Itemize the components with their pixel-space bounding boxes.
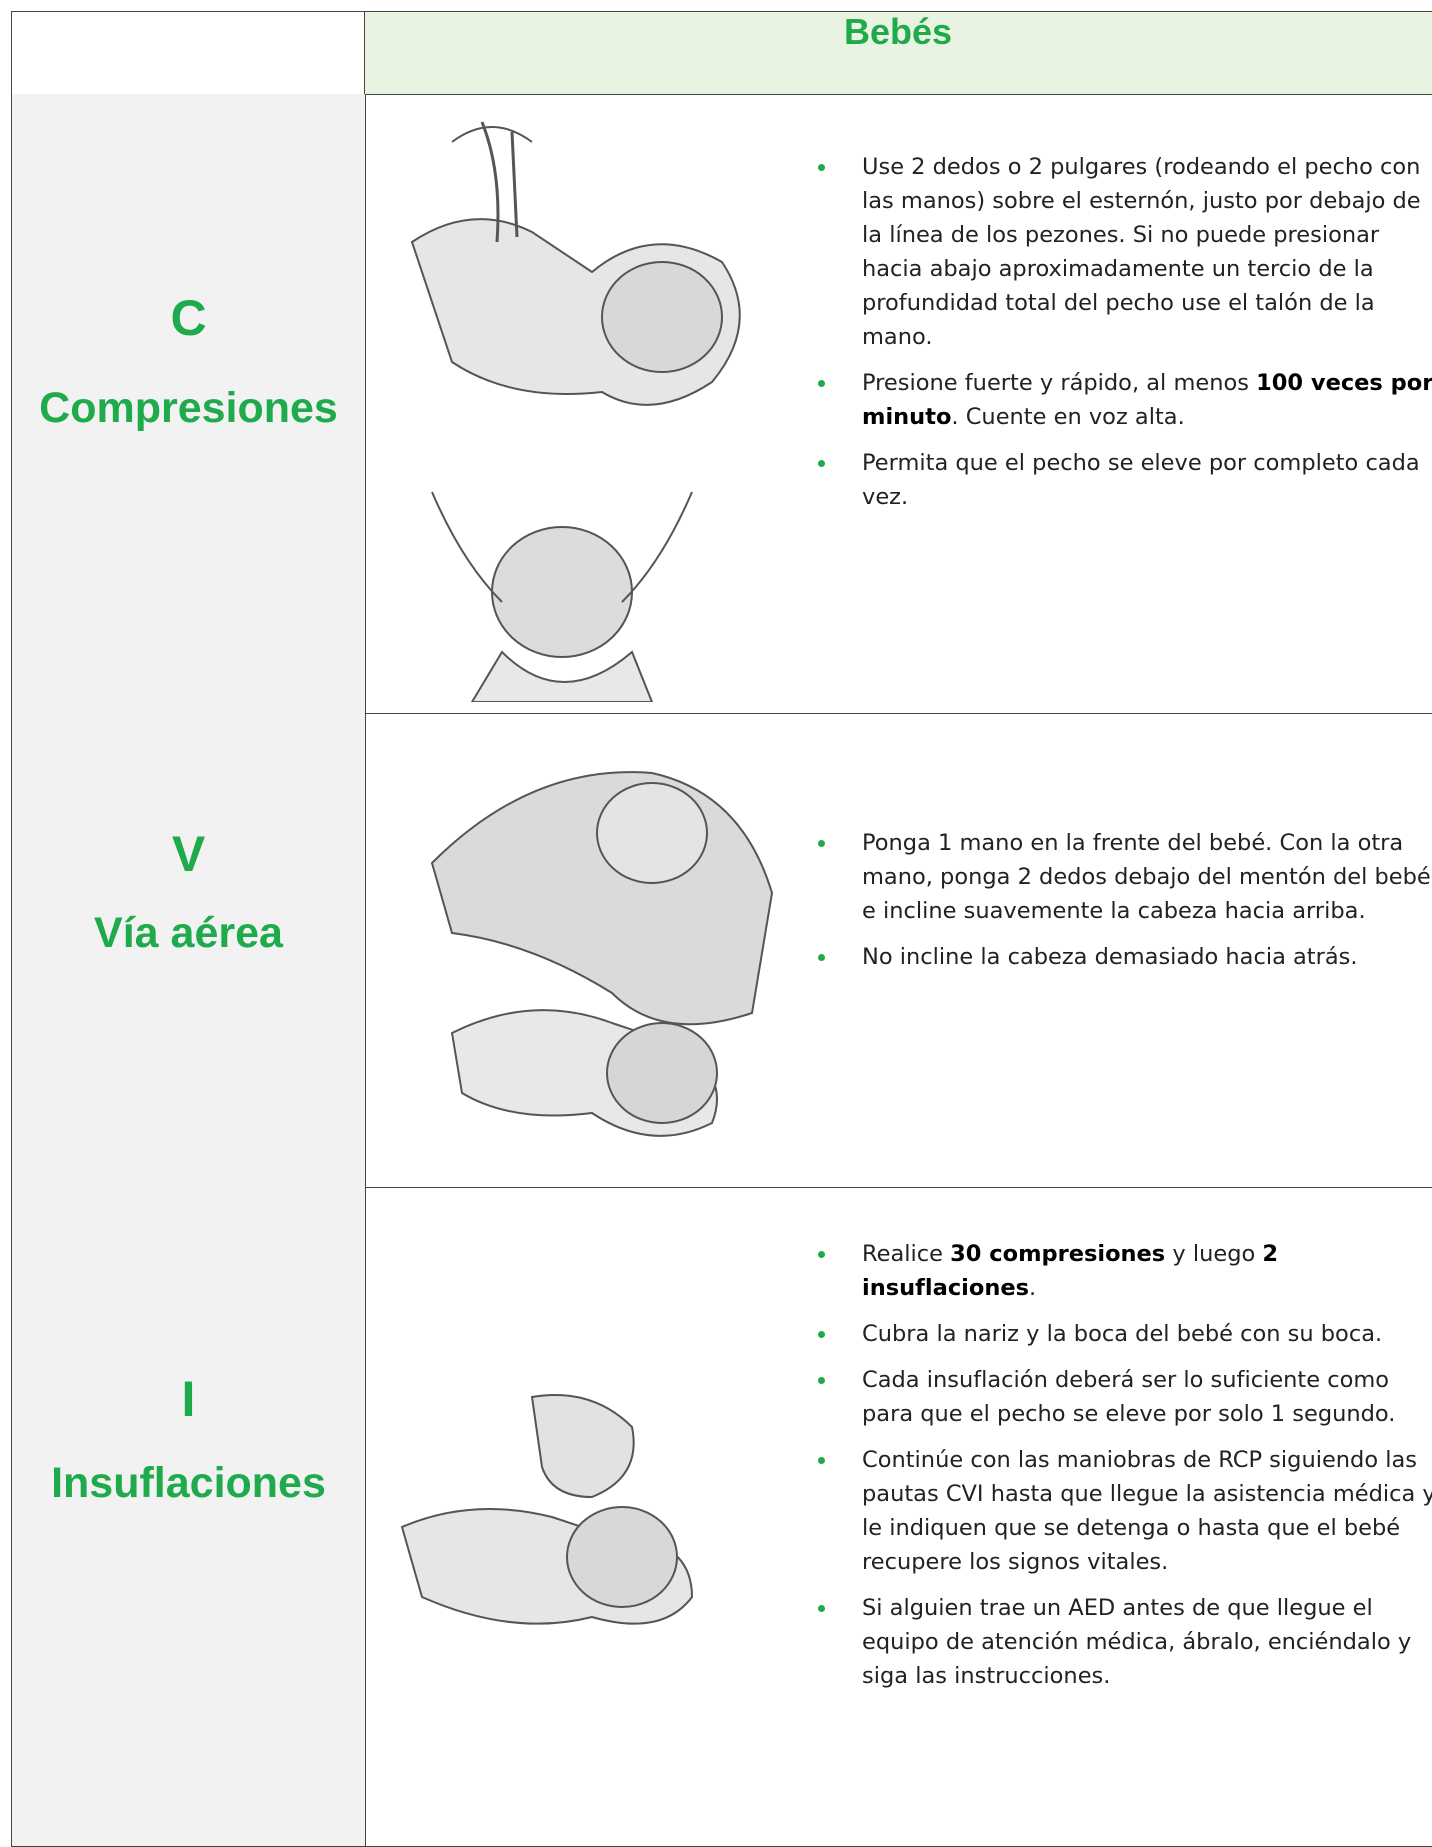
bullet: Use 2 dedos o 2 pulgares (rodeando el pe… bbox=[818, 150, 1432, 354]
row-label: Vía aérea bbox=[94, 909, 283, 957]
bullet: Continúe con las maniobras de RCP siguie… bbox=[818, 1443, 1432, 1579]
bullet-list: Use 2 dedos o 2 pulgares (rodeando el pe… bbox=[818, 150, 1432, 526]
row-letter: C bbox=[170, 290, 207, 346]
bullet: Realice 30 compresiones y luego 2 insufl… bbox=[818, 1237, 1432, 1305]
bullet: Cada insuflación deberá ser lo suficient… bbox=[818, 1363, 1432, 1431]
bullet: Permita que el pecho se eleve por comple… bbox=[818, 446, 1432, 514]
header-title: Bebés bbox=[843, 11, 953, 52]
text: . bbox=[1029, 1275, 1037, 1301]
text: Continúe con las maniobras de RCP siguie… bbox=[862, 1447, 1432, 1575]
label-cell bbox=[12, 1187, 366, 1846]
label-cell bbox=[12, 94, 366, 713]
illustration bbox=[400, 1394, 694, 1625]
row-letter: I bbox=[181, 1371, 196, 1427]
row: V Vía aérea Ponga 1 mano en la frente de… bbox=[11, 713, 1432, 1188]
row-letter: V bbox=[171, 826, 206, 882]
illustration bbox=[430, 771, 774, 1137]
header-blank bbox=[11, 11, 364, 94]
label-cell bbox=[12, 713, 366, 1187]
text: Use 2 dedos o 2 pulgares (rodeando el pe… bbox=[862, 154, 1421, 350]
text: Cada insuflación deberá ser lo suficient… bbox=[862, 1367, 1396, 1427]
text: . Cuente en voz alta. bbox=[951, 404, 1185, 430]
text: Ponga 1 mano en la frente del bebé. Con … bbox=[862, 830, 1431, 924]
text: y luego bbox=[1165, 1241, 1263, 1267]
bullet: Presione fuerte y rápido, al menos 100 v… bbox=[818, 366, 1432, 434]
bold-text: 30 compresiones bbox=[950, 1241, 1166, 1267]
bullet: Ponga 1 mano en la frente del bebé. Con … bbox=[818, 826, 1432, 928]
bullet: No incline la cabeza demasiado hacia atr… bbox=[818, 940, 1432, 974]
header-cell bbox=[364, 11, 1432, 94]
row-label: Insuflaciones bbox=[51, 1459, 326, 1507]
row: I Insuflaciones Realice 30 compresiones … bbox=[11, 1187, 1432, 1847]
bullet-list: Realice 30 compresiones y luego 2 insufl… bbox=[818, 1237, 1432, 1705]
row-label: Compresiones bbox=[39, 384, 338, 432]
illustration bbox=[410, 121, 741, 702]
bullet: Cubra la nariz y la boca del bebé con su… bbox=[818, 1317, 1432, 1351]
header-border bbox=[11, 11, 1432, 95]
text: Si alguien trae un AED antes de que lleg… bbox=[862, 1595, 1412, 1689]
text: Cubra la nariz y la boca del bebé con su… bbox=[862, 1321, 1383, 1347]
row: C Compresiones Use 2 dedos o 2 pulgares … bbox=[11, 94, 1432, 714]
text: Realice bbox=[862, 1241, 951, 1267]
bold-text: 100 veces por minuto bbox=[862, 370, 1432, 430]
text: Permita que el pecho se eleve por comple… bbox=[862, 450, 1420, 510]
bullet-list: Ponga 1 mano en la frente del bebé. Con … bbox=[818, 826, 1432, 986]
bold-text: 2 insuflaciones bbox=[862, 1241, 1279, 1301]
text: Presione fuerte y rápido, al menos bbox=[862, 370, 1257, 396]
text: No incline la cabeza demasiado hacia atr… bbox=[862, 944, 1358, 970]
bullet: Si alguien trae un AED antes de que lleg… bbox=[818, 1591, 1432, 1693]
